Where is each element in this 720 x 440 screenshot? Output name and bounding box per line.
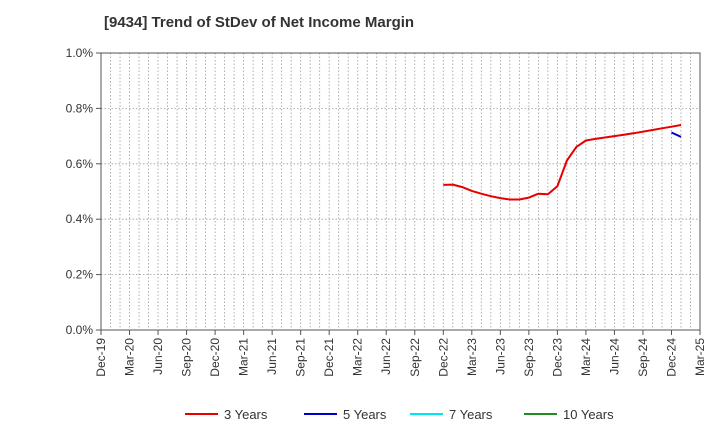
legend-label: 7 Years: [449, 407, 493, 422]
series-line: [443, 124, 682, 201]
y-tick-label: 0.0%: [66, 323, 94, 337]
y-tick-label: 0.8%: [66, 101, 94, 115]
chart-title: [9434] Trend of StDev of Net Income Marg…: [104, 14, 415, 31]
x-tick-label: Sep-24: [636, 338, 650, 377]
x-tick-label: Mar-22: [351, 338, 365, 376]
y-tick-label: 0.2%: [66, 268, 94, 282]
y-tick-label: 1.0%: [66, 46, 94, 60]
x-tick-label: Jun-24: [607, 338, 621, 375]
x-tick-label: Sep-21: [294, 338, 308, 377]
x-tick-label: Dec-21: [322, 338, 336, 377]
y-tick-label: 0.4%: [66, 212, 94, 226]
plot-area: [101, 53, 700, 330]
x-tick-label: Dec-23: [550, 338, 564, 377]
x-tick-label: Jun-21: [265, 338, 279, 375]
x-tick-label: Dec-20: [208, 338, 222, 377]
x-tick-label: Mar-25: [693, 338, 707, 376]
x-tick-label: Mar-23: [465, 338, 479, 376]
legend-label: 5 Years: [343, 407, 387, 422]
legend-label: 3 Years: [224, 407, 268, 422]
plot-border: [100, 52, 701, 331]
x-tick-label: Mar-20: [123, 338, 137, 376]
x-tick-label: Jun-22: [379, 338, 393, 375]
x-tick-label: Sep-20: [180, 338, 194, 377]
x-tick-label: Dec-24: [664, 338, 678, 377]
x-tick-label: Mar-24: [579, 338, 593, 376]
legend-label: 10 Years: [563, 407, 614, 422]
y-tick-label: 0.6%: [66, 157, 94, 171]
x-tick-label: Jun-23: [493, 338, 507, 375]
x-tick-label: Dec-19: [94, 338, 108, 377]
x-tick-label: Sep-23: [522, 338, 536, 377]
x-tick-label: Sep-22: [408, 338, 422, 377]
x-tick-label: Jun-20: [151, 338, 165, 375]
x-tick-label: Mar-21: [237, 338, 251, 376]
x-tick-label: Dec-22: [436, 338, 450, 377]
series-line: [671, 131, 682, 138]
